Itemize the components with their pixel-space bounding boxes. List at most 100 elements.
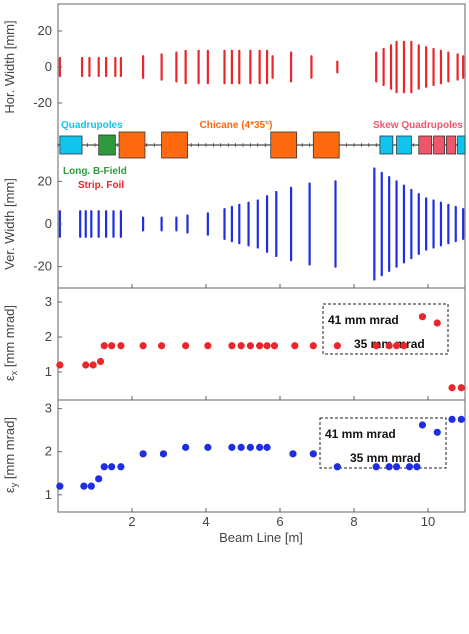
x-axis-label: Beam Line [m] bbox=[219, 530, 303, 545]
y-tick-label: 3 bbox=[45, 294, 52, 309]
emittance-point bbox=[246, 443, 254, 451]
y-tick-label: 2 bbox=[45, 329, 52, 344]
emittance-point bbox=[117, 463, 125, 471]
emittance-point bbox=[108, 463, 116, 471]
emittance-point bbox=[448, 384, 456, 392]
ylabel-eps-x: εx [mm mrad] bbox=[2, 305, 19, 381]
emittance-point bbox=[372, 463, 380, 471]
y-tick-label: 1 bbox=[45, 487, 52, 502]
emittance-point bbox=[87, 482, 95, 490]
y-tick-label: -20 bbox=[33, 259, 52, 274]
eps-y-points bbox=[56, 415, 465, 490]
emittance-point bbox=[392, 342, 401, 350]
emittance-point bbox=[56, 482, 64, 490]
beamline-element-cyan bbox=[457, 135, 466, 155]
emittance-point bbox=[89, 361, 97, 369]
emittance-point bbox=[182, 443, 190, 451]
emittance-point bbox=[182, 342, 190, 350]
beamline-element-orange bbox=[270, 131, 298, 159]
ylabel-ver-width: Ver. Width [mm] bbox=[2, 178, 17, 270]
ylabel-eps-y: εy [mm mrad] bbox=[2, 417, 19, 493]
ver-width-panel bbox=[58, 167, 465, 281]
label-strip-foil: Strip. Foil bbox=[78, 180, 124, 191]
x-tick-label: 8 bbox=[350, 514, 357, 529]
beamline-element-cyan bbox=[396, 135, 412, 155]
beamline-element-pink bbox=[433, 135, 446, 155]
y-tick-label: 0 bbox=[45, 216, 52, 231]
emittance-point bbox=[400, 342, 408, 350]
emittance-point bbox=[385, 342, 393, 350]
label-long-bfield: Long. B-Field bbox=[63, 166, 127, 177]
beamline-element-orange bbox=[118, 131, 146, 159]
emittance-point bbox=[333, 342, 341, 350]
emittance-point bbox=[108, 342, 116, 350]
ylabel-hor-width: Hor. Width [mm] bbox=[2, 20, 17, 113]
emittance-point bbox=[246, 342, 254, 350]
emittance-point bbox=[100, 342, 108, 350]
emittance-point bbox=[433, 319, 441, 327]
x-tick-label: 2 bbox=[128, 514, 135, 529]
legend-eps-y-b: 35 mm mrad bbox=[350, 451, 421, 465]
emittance-point bbox=[159, 450, 168, 458]
emittance-point bbox=[448, 415, 456, 423]
y-tick-labels: 20 0 -20 20 0 -20 3 2 1 3 2 1 bbox=[33, 23, 62, 502]
emittance-point bbox=[433, 428, 441, 436]
emittance-point bbox=[237, 342, 245, 350]
emittance-point bbox=[413, 463, 421, 471]
emittance-point bbox=[405, 463, 414, 471]
y-tick-label: -20 bbox=[33, 95, 52, 110]
emittance-point bbox=[385, 463, 393, 471]
beamline-diagram bbox=[57, 131, 466, 159]
emittance-point bbox=[270, 342, 279, 350]
emittance-point bbox=[158, 342, 166, 350]
x-tick-label: 4 bbox=[202, 514, 209, 529]
emittance-point bbox=[457, 384, 465, 392]
emittance-point bbox=[256, 342, 264, 350]
emittance-point bbox=[333, 463, 341, 471]
legend-eps-y: 41 mm mrad 35 mm mrad bbox=[319, 417, 447, 469]
emittance-point bbox=[289, 450, 297, 458]
hor-width-panel bbox=[58, 40, 465, 94]
beamline-element-pink bbox=[446, 135, 457, 155]
emittance-point bbox=[372, 342, 380, 350]
y-tick-label: 2 bbox=[45, 444, 52, 459]
emittance-point bbox=[418, 421, 427, 429]
label-chicane: Chicane (4*35°) bbox=[200, 120, 273, 131]
emittance-point bbox=[228, 342, 236, 350]
legend-eps-y-a: 41 mm mrad bbox=[325, 427, 396, 441]
label-skew-quadrupoles: Skew Quadrupoles bbox=[373, 120, 463, 131]
beamline-element-pink bbox=[418, 135, 433, 155]
emittance-point bbox=[80, 482, 88, 490]
emittance-point bbox=[291, 342, 299, 350]
label-quadrupoles: Quadrupoles bbox=[61, 120, 123, 131]
x-tick-label: 6 bbox=[276, 514, 283, 529]
emittance-point bbox=[263, 443, 271, 451]
emittance-point bbox=[204, 443, 212, 451]
emittance-point bbox=[139, 450, 147, 458]
y-tick-label: 0 bbox=[45, 59, 52, 74]
legend-eps-x: 41 mm mrad 35 mm mrad bbox=[322, 303, 449, 355]
emittance-point bbox=[82, 361, 90, 369]
emittance-point bbox=[392, 463, 401, 471]
y-tick-label: 3 bbox=[45, 401, 52, 416]
emittance-point bbox=[56, 361, 64, 369]
emittance-point bbox=[117, 342, 125, 350]
emittance-point bbox=[256, 443, 264, 451]
x-tick-label: 10 bbox=[421, 514, 435, 529]
legend-eps-x-a: 41 mm mrad bbox=[328, 313, 399, 327]
beamline-element-orange bbox=[161, 131, 188, 159]
emittance-point bbox=[309, 450, 317, 458]
y-tick-label: 20 bbox=[38, 173, 52, 188]
emittance-point bbox=[204, 342, 212, 350]
beamline-element-cyan bbox=[59, 135, 83, 155]
emittance-point bbox=[228, 443, 236, 451]
emittance-point bbox=[139, 342, 147, 350]
emittance-point bbox=[457, 415, 465, 423]
emittance-point bbox=[418, 313, 427, 321]
emittance-point bbox=[100, 463, 108, 471]
beamline-element-orange bbox=[312, 131, 340, 159]
emittance-point bbox=[95, 475, 103, 483]
panel-eps-y-frame bbox=[57, 399, 466, 513]
